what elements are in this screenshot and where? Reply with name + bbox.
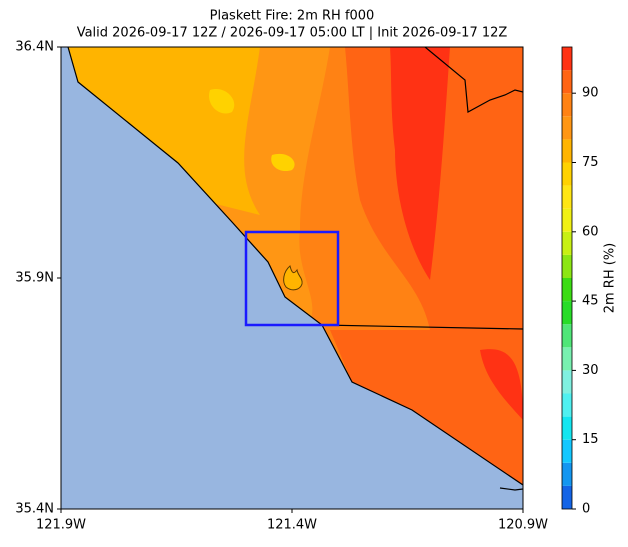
- colorbar-tick-label: 15: [582, 432, 599, 447]
- colorbar-segment: [562, 231, 572, 255]
- colorbar-segment: [562, 439, 572, 463]
- colorbar-tick-label: 90: [582, 86, 599, 101]
- colorbar-tick-label: 75: [582, 155, 599, 170]
- colorbar-segment: [562, 370, 572, 394]
- colorbar-label: 2m RH (%): [603, 243, 618, 314]
- fire-box: [244, 230, 340, 327]
- map-area: [61, 47, 523, 509]
- colorbar-segment: [562, 485, 572, 509]
- y-tick-label: 35.4N: [15, 502, 54, 517]
- x-tick-label: 121.9W: [36, 518, 86, 533]
- colorbar-segment: [562, 70, 572, 94]
- colorbar-segment: [562, 416, 572, 440]
- colorbar-segment: [562, 208, 572, 232]
- colorbar-segment: [562, 393, 572, 417]
- colorbar-segment: [562, 254, 572, 278]
- coastline: [67, 47, 523, 486]
- colorbar-tick-label: 45: [582, 294, 599, 309]
- rh-field: [68, 47, 523, 485]
- fire-icon: [283, 265, 303, 291]
- colorbar-segment: [562, 93, 572, 117]
- colorbar-segment: [562, 278, 572, 302]
- colorbar-frame: [561, 46, 573, 510]
- colorbar-segment: [562, 47, 572, 71]
- title: Plaskett Fire: 2m RH f000: [210, 9, 375, 24]
- colorbar-tick-label: 60: [582, 224, 599, 239]
- x-tick-label: 121.4W: [267, 518, 317, 533]
- colorbar-segment: [562, 185, 572, 209]
- y-tick-label: 35.9N: [15, 271, 54, 286]
- colorbar-segment: [562, 462, 572, 486]
- x-tick-label: 120.9W: [498, 518, 548, 533]
- colorbar-segment: [562, 162, 572, 186]
- county-line: [499, 487, 523, 491]
- colorbar-segment: [562, 347, 572, 371]
- colorbar-segment: [562, 139, 572, 163]
- colorbar-segment: [562, 116, 572, 140]
- colorbar-tick-label: 0: [582, 502, 590, 517]
- colorbar-tick-label: 30: [582, 363, 599, 378]
- county-line: [424, 47, 523, 113]
- colorbar-segment: [562, 301, 572, 325]
- colorbar-segment: [562, 324, 572, 348]
- y-tick-label: 36.4N: [15, 40, 54, 55]
- subtitle: Valid 2026-09-17 12Z / 2026-09-17 05:00 …: [77, 26, 508, 41]
- county-line: [321, 324, 523, 330]
